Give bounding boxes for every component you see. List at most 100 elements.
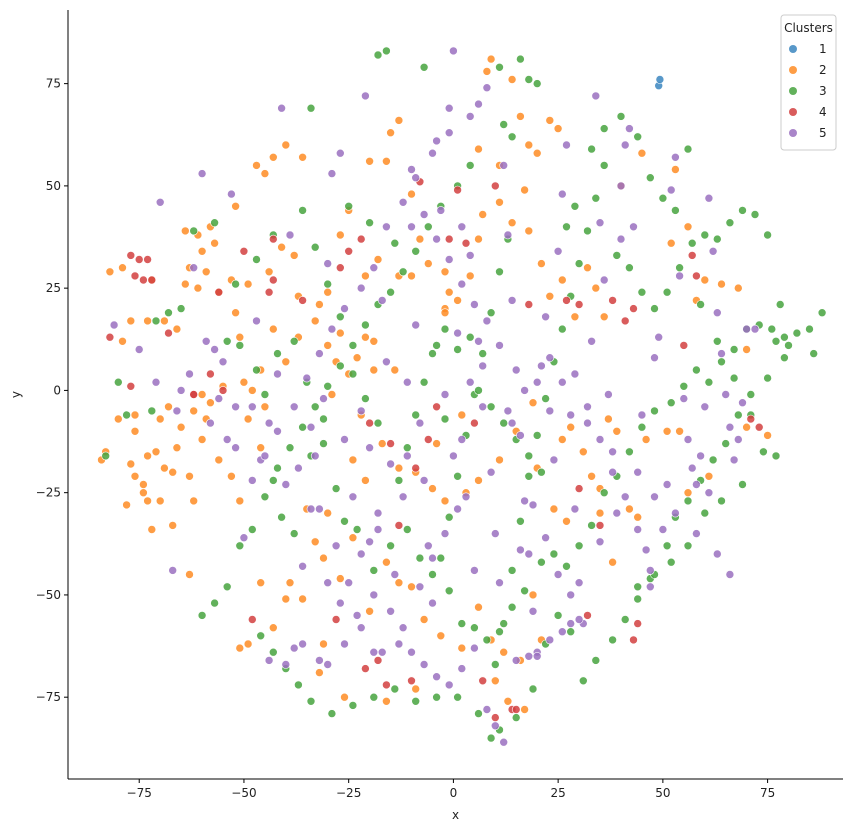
- scatter-point-cluster-3: [428, 349, 437, 358]
- scatter-point-cluster-3: [771, 336, 781, 346]
- scatter-point-cluster-5: [432, 672, 441, 682]
- legend-marker-4: [789, 108, 797, 116]
- scatter-point-cluster-2: [549, 504, 559, 514]
- scatter-point-cluster-2: [440, 496, 450, 506]
- scatter-point-cluster-5: [503, 406, 513, 416]
- scatter-point-cluster-5: [415, 582, 425, 592]
- scatter-point-cluster-5: [428, 148, 437, 158]
- scatter-point-cluster-5: [444, 680, 454, 690]
- scatter-point-cluster-2: [587, 471, 596, 481]
- scatter-point-cluster-2: [172, 443, 182, 453]
- scatter-point-cluster-5: [604, 390, 613, 399]
- scatter-point-cluster-3: [738, 206, 747, 215]
- scatter-point-cluster-2: [482, 67, 492, 76]
- scatter-point-cluster-5: [566, 590, 576, 600]
- scatter-point-cluster-3: [679, 381, 689, 391]
- scatter-point-cluster-2: [495, 455, 504, 465]
- scatter-point-cluster-5: [356, 406, 366, 416]
- scatter-point-cluster-2: [419, 615, 429, 624]
- scatter-point-cluster-5: [315, 656, 324, 665]
- scatter-point-cluster-3: [394, 476, 404, 485]
- scatter-point-cluster-2: [683, 222, 693, 232]
- scatter-point-cluster-2: [520, 705, 529, 714]
- scatter-point-cluster-3: [599, 488, 609, 498]
- scatter-point-cluster-3: [633, 132, 643, 142]
- scatter-point-cluster-2: [507, 75, 517, 84]
- scatter-point-cluster-5: [470, 643, 479, 653]
- scatter-point-cluster-5: [482, 316, 492, 326]
- legend-label-3: 3: [819, 84, 827, 98]
- scatter-point-cluster-5: [432, 234, 441, 244]
- scatter-point-cluster-3: [474, 386, 483, 395]
- scatter-point-cluster-2: [210, 238, 219, 248]
- scatter-point-cluster-2: [315, 300, 324, 309]
- scatter-point-cluster-5: [499, 737, 509, 747]
- scatter-point-cluster-3: [486, 308, 496, 318]
- scatter-point-cluster-3: [524, 451, 534, 461]
- scatter-point-cluster-2: [256, 443, 266, 453]
- legend-items: 1 2 3 4 5: [789, 42, 827, 140]
- scatter-point-cluster-1: [655, 75, 665, 84]
- scatter-point-cluster-5: [273, 426, 282, 436]
- scatter-point-cluster-3: [465, 332, 475, 342]
- scatter-point-cluster-2: [583, 263, 592, 273]
- scatter-point-cluster-5: [620, 140, 630, 150]
- scatter-point-cluster-5: [507, 296, 517, 305]
- scatter-point-cluster-2: [130, 410, 140, 420]
- scatter-point-cluster-5: [528, 500, 538, 510]
- scatter-point-cluster-3: [327, 709, 337, 718]
- scatter-point-cluster-5: [461, 492, 471, 502]
- scatter-point-cluster-2: [608, 557, 617, 567]
- scatter-point-cluster-2: [268, 153, 278, 162]
- scatter-point-cluster-2: [386, 128, 395, 137]
- y-tick-label: 25: [46, 281, 61, 295]
- scatter-point-cluster-3: [633, 582, 643, 592]
- scatter-point-cluster-2: [478, 210, 488, 219]
- scatter-point-cluster-2: [348, 455, 358, 465]
- scatter-point-cluster-4: [130, 271, 140, 281]
- scatter-point-cluster-3: [440, 414, 450, 424]
- scatter-point-cluster-2: [235, 332, 245, 342]
- scatter-point-cluster-5: [557, 627, 567, 637]
- scatter-point-cluster-5: [574, 615, 584, 624]
- scatter-point-cluster-5: [449, 451, 458, 461]
- scatter-point-cluster-2: [277, 242, 286, 252]
- x-tick-label: −75: [127, 786, 152, 800]
- scatter-point-cluster-3: [411, 696, 421, 706]
- scatter-point-cluster-5: [218, 357, 228, 367]
- scatter-point-cluster-3: [252, 255, 261, 264]
- scatter-point-cluster-4: [143, 255, 152, 264]
- scatter-point-cluster-4: [633, 619, 643, 628]
- scatter-point-cluster-2: [185, 570, 194, 579]
- scatter-point-cluster-2: [570, 312, 580, 322]
- scatter-point-cluster-2: [214, 455, 224, 465]
- scatter-point-cluster-5: [373, 525, 383, 534]
- scatter-point-cluster-3: [273, 463, 282, 473]
- scatter-point-cluster-2: [118, 263, 127, 273]
- scatter-point-cluster-5: [373, 508, 383, 518]
- scatter-point-cluster-3: [662, 541, 672, 551]
- scatter-point-cluster-5: [227, 189, 236, 199]
- scatter-point-cluster-3: [235, 341, 245, 350]
- scatter-point-cluster-3: [486, 733, 496, 743]
- scatter-point-cluster-5: [574, 578, 584, 588]
- scatter-point-cluster-5: [482, 705, 492, 714]
- scatter-point-cluster-2: [365, 157, 374, 166]
- scatter-point-cluster-2: [130, 426, 140, 436]
- scatter-point-cluster-5: [457, 664, 467, 673]
- scatter-point-cluster-3: [553, 611, 563, 620]
- scatter-point-cluster-4: [382, 680, 391, 690]
- scatter-points: [97, 46, 827, 747]
- scatter-point-cluster-5: [323, 578, 333, 588]
- scatter-point-cluster-2: [566, 422, 576, 432]
- scatter-point-cluster-3: [432, 341, 441, 350]
- scatter-point-cluster-3: [499, 619, 509, 628]
- scatter-point-cluster-5: [260, 451, 270, 461]
- scatter-point-cluster-2: [348, 533, 358, 543]
- scatter-point-cluster-5: [490, 529, 500, 538]
- scatter-point-cluster-5: [470, 566, 479, 575]
- scatter-point-cluster-3: [696, 300, 705, 309]
- scatter-point-cluster-2: [453, 296, 462, 305]
- scatter-point-cluster-5: [231, 402, 240, 412]
- scatter-point-cluster-5: [419, 476, 429, 485]
